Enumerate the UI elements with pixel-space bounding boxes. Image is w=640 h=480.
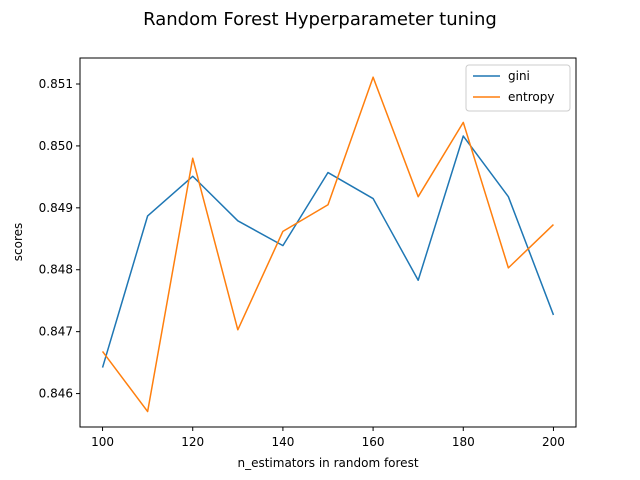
x-tick-label: 180 [452, 435, 475, 449]
x-tick-label: 120 [181, 435, 204, 449]
x-tick-label: 160 [362, 435, 385, 449]
legend: gini entropy [465, 64, 571, 112]
y-tick-label: 0.849 [39, 201, 73, 215]
x-axis-label: n_estimators in random forest [237, 456, 418, 470]
plot-area [101, 76, 555, 413]
series-line-entropy [101, 76, 554, 413]
legend-label-gini: gini [508, 69, 530, 83]
y-axis-label: scores [11, 223, 25, 262]
chart-title: Random Forest Hyperparameter tuning [143, 9, 497, 30]
y-tick-label: 0.846 [39, 387, 73, 401]
x-tick-label: 200 [542, 435, 565, 449]
x-tick-label: 100 [91, 435, 114, 449]
y-axis: 0.846 0.847 0.848 0.849 0.850 0.851 [39, 77, 80, 401]
x-axis: 100 120 140 160 180 200 [91, 427, 565, 449]
y-tick-label: 0.847 [39, 325, 73, 339]
axes-frame [79, 57, 577, 428]
x-tick-label: 140 [271, 435, 294, 449]
y-tick-label: 0.848 [39, 263, 73, 277]
series-line-gini [101, 135, 555, 368]
y-tick-label: 0.851 [39, 77, 73, 91]
legend-label-entropy: entropy [508, 90, 554, 104]
y-tick-label: 0.850 [39, 139, 73, 153]
